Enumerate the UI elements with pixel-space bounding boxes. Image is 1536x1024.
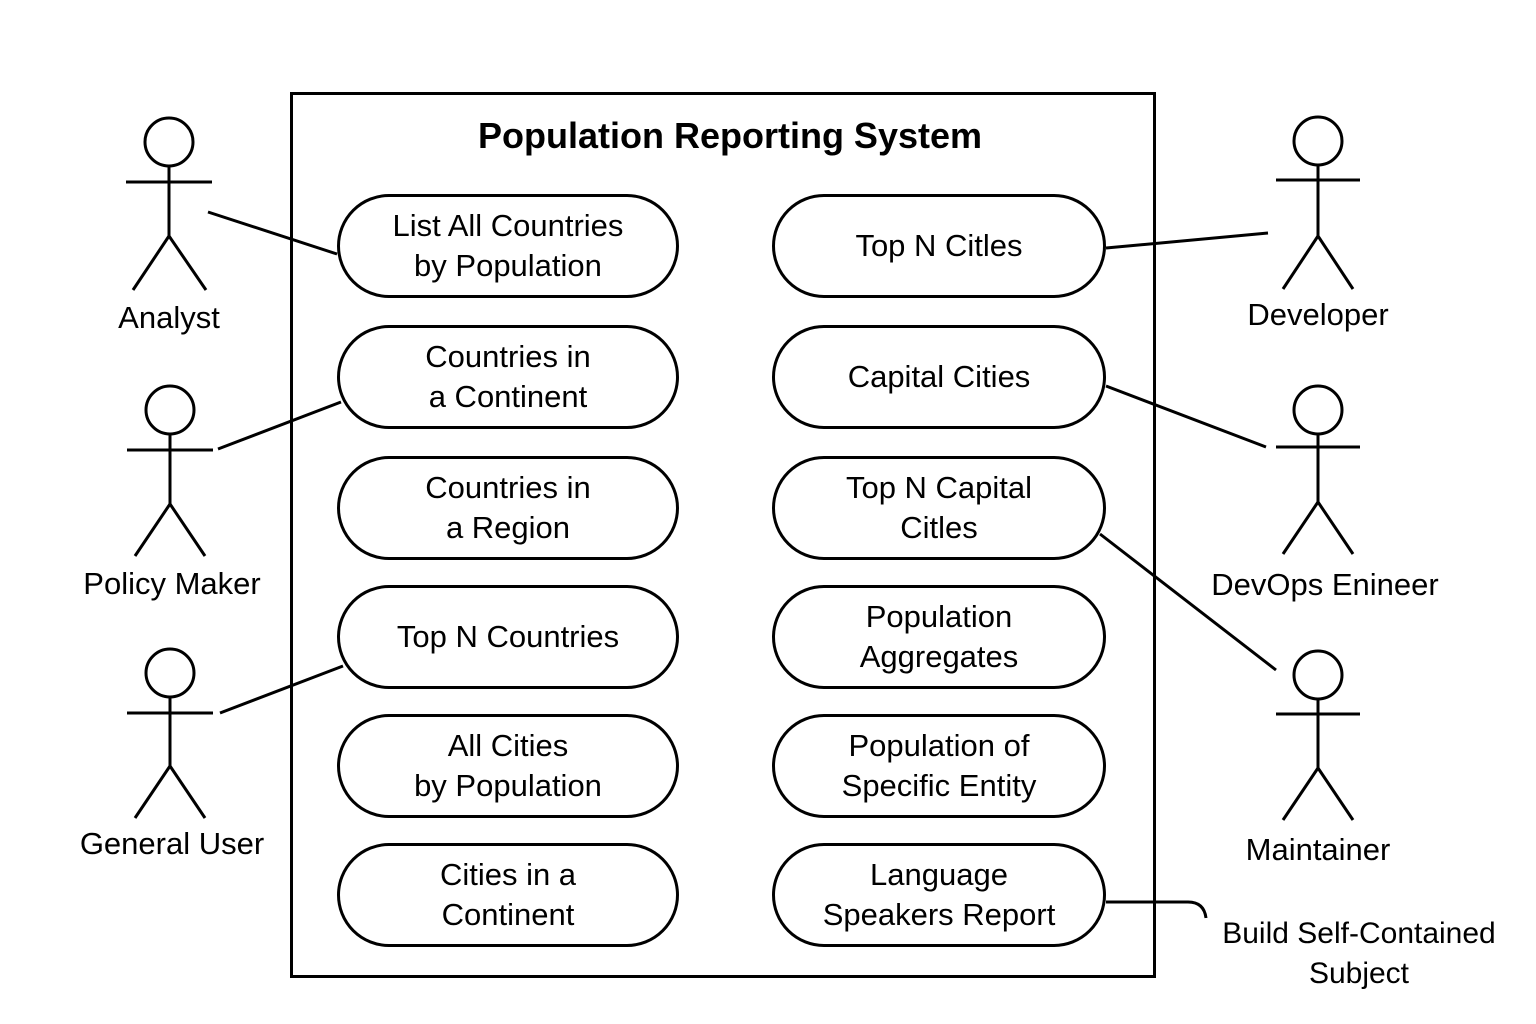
actor-label-policy-maker: Policy Maker [83, 566, 261, 601]
actor-label-devops-engineer: DevOps Enineer [1211, 567, 1439, 602]
actor-maintainer-figure [1276, 649, 1360, 821]
usecase-capital-cities[interactable]: Capital Cities [772, 325, 1106, 429]
usecase-top-n-capital-cities[interactable]: Top N Capital Citles [772, 456, 1106, 560]
note-connector [1106, 900, 1208, 919]
actor-label-analyst: Analyst [118, 300, 220, 335]
note-build-self-contained-subject: Build Self-Contained Subject [1222, 917, 1496, 990]
usecase-language-speakers-report[interactable]: Language Speakers Report [772, 843, 1106, 947]
usecase-countries-in-continent[interactable]: Countries in a Continent [337, 325, 679, 429]
usecase-cities-in-continent[interactable]: Cities in a Continent [337, 843, 679, 947]
association-policy-maker [217, 400, 342, 451]
usecase-top-n-countries[interactable]: Top N Countries [337, 585, 679, 689]
association-devops-engineer [1105, 384, 1267, 449]
actor-label-maintainer: Maintainer [1245, 832, 1391, 867]
actor-label-developer: Developer [1247, 297, 1389, 332]
usecase-population-of-specific-entity[interactable]: Population of Specific Entity [772, 714, 1106, 818]
usecase-top-n-cities[interactable]: Top N Citles [772, 194, 1106, 298]
actor-developer-figure [1276, 115, 1360, 290]
usecase-population-aggregates[interactable]: Population Aggregates [772, 585, 1106, 689]
association-analyst [207, 210, 338, 256]
usecase-list-all-countries[interactable]: List All Countries by Population [337, 194, 679, 298]
association-maintainer [1099, 532, 1277, 672]
system-title: Population Reporting System [477, 115, 983, 156]
actor-label-general-user: General User [79, 826, 265, 861]
usecase-countries-in-region[interactable]: Countries in a Region [337, 456, 679, 560]
usecase-all-cities-by-population[interactable]: All Cities by Population [337, 714, 679, 818]
association-developer [1105, 231, 1269, 250]
system-boundary [290, 92, 1156, 978]
actor-general-user-figure [127, 647, 213, 819]
actor-policy-maker-figure [127, 384, 213, 557]
actor-analyst-figure [126, 116, 212, 291]
association-general-user [219, 664, 344, 715]
actor-devops-engineer-figure [1276, 384, 1360, 555]
